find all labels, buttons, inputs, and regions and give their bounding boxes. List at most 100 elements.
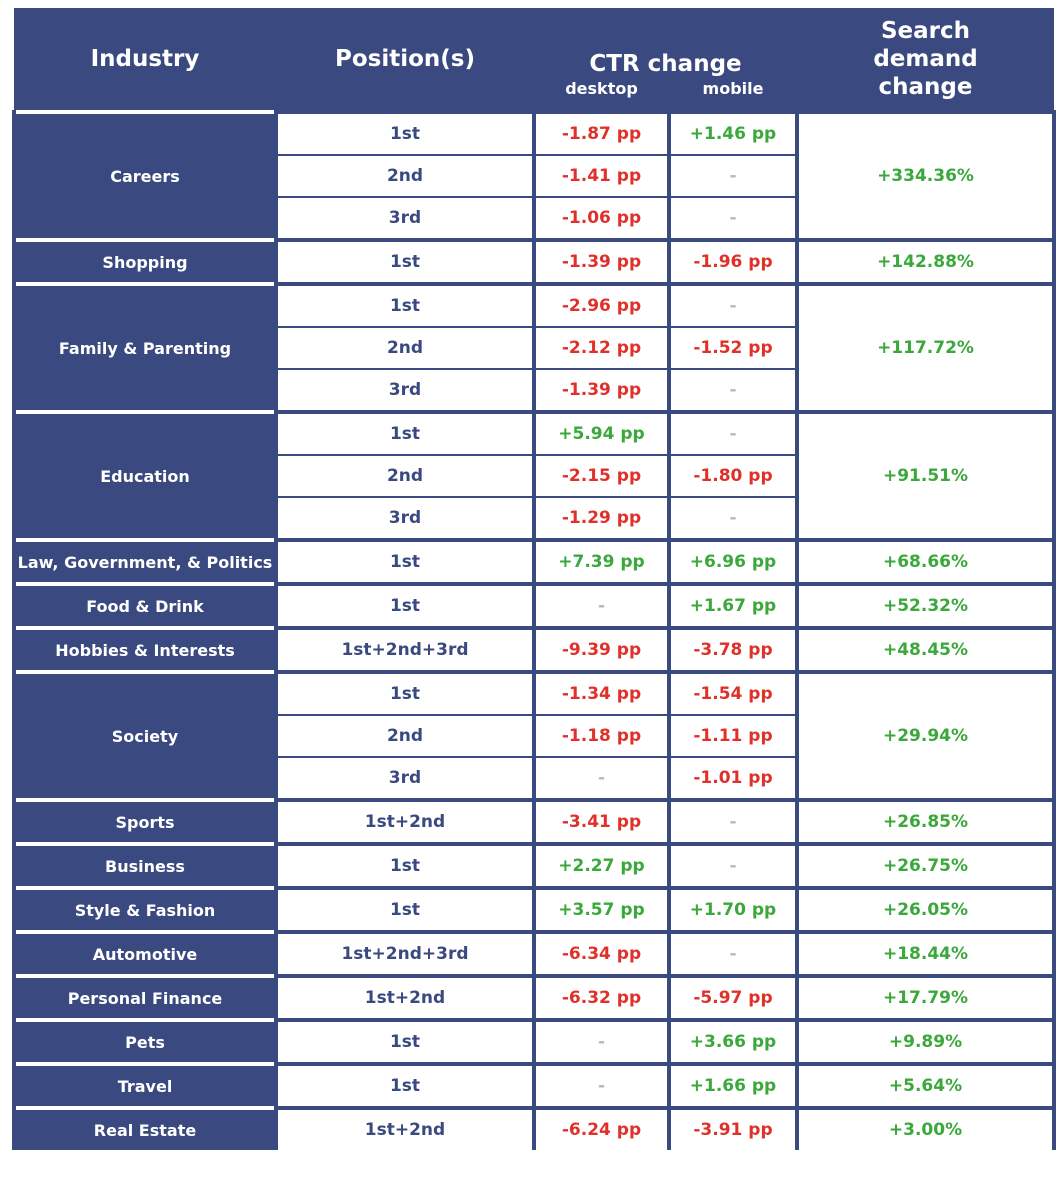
desktop-cell: -2.12 pp [532,326,671,369]
table-row: Personal Finance 1st+2nd -6.32 pp -5.97 pp +… [12,974,1057,1020]
desktop-cell: +5.94 pp [532,410,671,455]
table-row: Family & Parenting 1st -2.96 pp - +117.72% [12,282,1057,412]
mobile-cell: -5.97 pp [666,974,800,1020]
demand-cell: +26.75% [795,842,1057,888]
desktop-cell: - [532,756,671,800]
table-row: Sports 1st+2nd -3.41 pp - +26.85% [12,798,1057,844]
mobile-cell: +3.66 pp [666,1018,800,1064]
desktop-cell: -1.41 pp [532,154,671,197]
header-ctr: CTR change [534,8,798,78]
mobile-cell: +6.96 pp [666,538,800,584]
demand-cell: +29.94% [795,670,1057,800]
position-cell: 1st [274,110,536,155]
position-cell: 1st [274,1062,536,1108]
position-cell: 2nd [274,154,536,197]
mobile-cell: - [666,410,800,455]
table-row: 3rd -1.39 pp - [14,368,1054,412]
industry-cell: Food & Drink [12,582,278,628]
position-cell: 1st [274,886,536,932]
position-cell: 2nd [274,714,536,757]
demand-cell: +142.88% [795,238,1057,284]
demand-cell: +5.64% [795,1062,1057,1108]
mobile-cell: +1.66 pp [666,1062,800,1108]
position-cell: 2nd [274,326,536,369]
mobile-cell: -1.54 pp [666,670,800,715]
demand-cell: +91.51% [795,410,1057,540]
position-cell: 1st [274,670,536,715]
table-row: 2nd -1.41 pp - [14,154,1054,197]
position-cell: 1st [274,1018,536,1064]
mobile-cell: - [666,154,800,197]
desktop-cell: -1.34 pp [532,670,671,715]
mobile-cell: - [666,842,800,888]
demand-cell: +68.66% [795,538,1057,584]
mobile-cell: - [666,282,800,327]
industry-cell: Travel [12,1062,278,1108]
table-row: Law, Government, & Politics 1st +7.39 pp +6… [12,538,1057,584]
header-demand: Search demand change [797,8,1055,112]
table-row: Education 1st +5.94 pp - +91.51% [12,410,1057,540]
header-desktop: desktop [534,78,669,112]
position-cell: 1st+2nd [274,798,536,844]
table-row: Travel 1st - +1.66 pp +5.64% [12,1062,1057,1108]
mobile-cell: -1.01 pp [666,756,800,800]
mobile-cell: - [666,798,800,844]
table-row: Food & Drink 1st - +1.67 pp +52.32% [12,582,1057,628]
industry-cell: Automotive [12,930,278,976]
desktop-cell: +3.57 pp [532,886,671,932]
position-cell: 1st+2nd+3rd [274,626,536,672]
table-row: Careers 1st -1.87 pp +1.46 pp +334.36% [12,110,1057,240]
desktop-cell: -2.96 pp [532,282,671,327]
desktop-cell: -6.32 pp [532,974,671,1020]
mobile-cell: -1.96 pp [666,238,800,284]
mobile-cell: +1.70 pp [666,886,800,932]
desktop-cell: +2.27 pp [532,842,671,888]
industry-cell: Society [12,670,278,800]
industry-cell: Sports [12,798,278,844]
industry-cell: Business [12,842,278,888]
table-body: Careers 1st -1.87 pp +1.46 pp +334.36% 2nd -1.… [12,110,1057,1150]
table-row: 3rd -1.29 pp - [14,496,1054,540]
industry-cell: Law, Government, & Politics [12,538,278,584]
mobile-cell: - [666,930,800,976]
demand-cell: +26.85% [795,798,1057,844]
demand-cell: +17.79% [795,974,1057,1020]
mobile-cell: - [666,196,800,240]
desktop-cell: - [532,1018,671,1064]
desktop-cell: -1.39 pp [532,368,671,412]
position-cell: 1st [274,238,536,284]
demand-cell: +26.05% [795,886,1057,932]
table-row: Style & Fashion 1st +3.57 pp +1.70 pp +26.05… [12,886,1057,932]
table-wrap: Industry Position(s) CTR change Search d… [12,8,1057,1150]
industry-cell: Careers [12,110,278,240]
table-row: 2nd -2.15 pp -1.80 pp [14,454,1054,497]
position-cell: 3rd [274,756,536,800]
table-row: Society 1st -1.34 pp -1.54 pp +29.94% [12,670,1057,800]
table-row: Real Estate 1st+2nd -6.24 pp -3.91 pp +3.00% [12,1106,1057,1150]
table-row: Hobbies & Interests 1st+2nd+3rd -9.39 pp -3… [12,626,1057,672]
table-row: Automotive 1st+2nd+3rd -6.34 pp - +18.44% [12,930,1057,976]
table-row: 3rd - -1.01 pp [14,756,1054,800]
industry-cell: Personal Finance [12,974,278,1020]
mobile-cell: -3.78 pp [666,626,800,672]
mobile-cell: +1.67 pp [666,582,800,628]
desktop-cell: -2.15 pp [532,454,671,497]
demand-cell: +9.89% [795,1018,1057,1064]
mobile-cell: - [666,496,800,540]
desktop-cell: -9.39 pp [532,626,671,672]
table-row: Pets 1st - +3.66 pp +9.89% [12,1018,1057,1064]
industry-cell: Shopping [12,238,278,284]
desktop-cell: -6.34 pp [532,930,671,976]
demand-cell: +117.72% [795,282,1057,412]
industry-cell: Education [12,410,278,540]
mobile-cell: -1.52 pp [666,326,800,369]
mobile-cell: -1.80 pp [666,454,800,497]
table-row: Shopping 1st -1.39 pp -1.96 pp +142.88% [12,238,1057,284]
desktop-cell: -6.24 pp [532,1106,671,1150]
desktop-cell: -1.39 pp [532,238,671,284]
ctr-table: Industry Position(s) CTR change Search d… [12,8,1057,1150]
position-cell: 1st+2nd [274,1106,536,1150]
desktop-cell: - [532,1062,671,1108]
position-cell: 3rd [274,368,536,412]
